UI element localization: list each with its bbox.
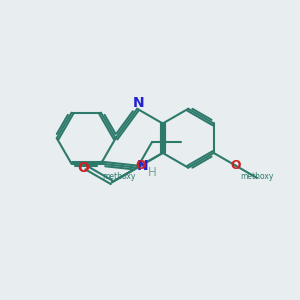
Text: O: O: [77, 161, 88, 175]
Text: O: O: [230, 159, 241, 172]
Text: N: N: [133, 97, 145, 110]
Text: N: N: [136, 159, 148, 173]
Text: methoxy: methoxy: [240, 172, 274, 181]
Text: methoxy: methoxy: [103, 172, 136, 181]
Text: H: H: [148, 166, 156, 179]
Text: O: O: [136, 159, 146, 172]
